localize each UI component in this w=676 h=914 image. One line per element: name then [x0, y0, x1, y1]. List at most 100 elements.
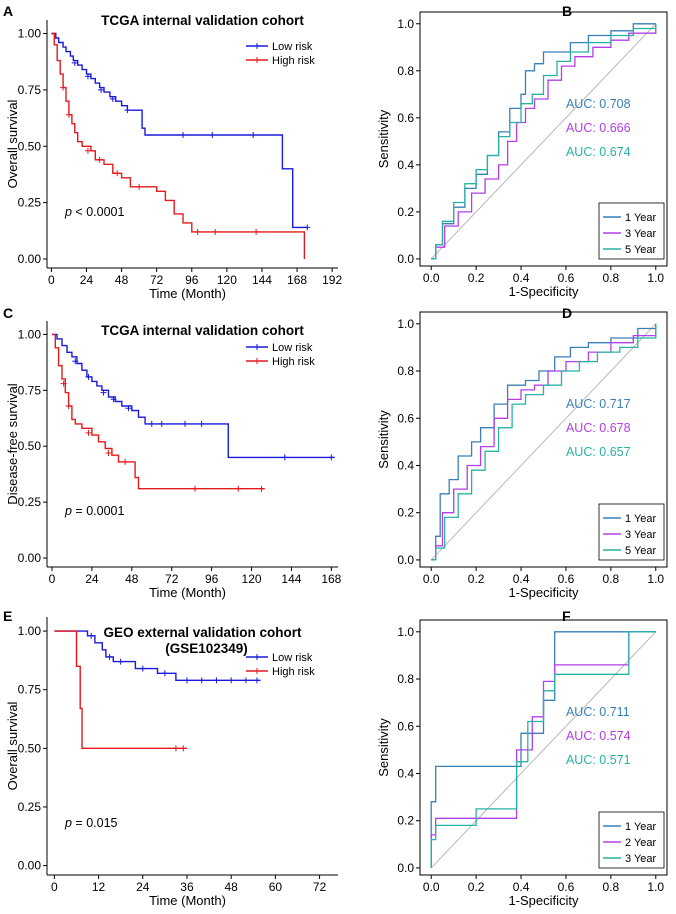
- p-value-text: p = 0.015: [64, 816, 118, 830]
- y-tick-label: 1.0: [397, 317, 414, 331]
- reference-diagonal: [430, 23, 657, 260]
- p-value: < 0.0001: [72, 205, 125, 219]
- x-tick-label: 72: [313, 880, 327, 894]
- censor-mark: [85, 373, 92, 380]
- censor-mark: [253, 677, 260, 684]
- km-curve-high-risk: [51, 32, 306, 259]
- p-symbol: p: [64, 205, 72, 219]
- x-tick-label: 0.8: [603, 880, 620, 894]
- y-tick-label: 0.6: [397, 411, 414, 425]
- censor-mark: [158, 420, 165, 427]
- roc-panel-f: F 0.0 0.2 0.4 0.6 0.8 1.0 0.0 0.2 0.4 0.6 0.8 1.0 1-S…: [376, 608, 668, 908]
- y-tick-label: 0.0: [397, 252, 414, 266]
- x-tick-label: 72: [150, 273, 164, 287]
- x-axis-label: Time (Month): [149, 585, 226, 600]
- legend-label: 5 Year: [625, 545, 657, 557]
- y-tick-label: 0.2: [397, 506, 414, 520]
- x-tick-label: 0.4: [513, 880, 530, 894]
- x-tick-label: 0: [49, 572, 56, 586]
- censor-mark: [250, 131, 257, 138]
- x-tick-label: 120: [217, 273, 237, 287]
- plot-frame: [419, 619, 668, 876]
- y-tick-label: 0.4: [397, 766, 414, 780]
- km-panel-a: A TCGA internal validation cohort 0.00 0.25…: [3, 3, 342, 301]
- y-tick-label: 0.25: [18, 196, 42, 210]
- y-tick-label: 0.2: [397, 205, 414, 219]
- auc-label: AUC: 0.674: [566, 145, 631, 159]
- censor-mark: [136, 183, 143, 190]
- y-tick-label: 1.00: [18, 27, 42, 41]
- x-tick-label: 24: [85, 572, 99, 586]
- censor-mark: [194, 228, 201, 235]
- y-axis-label: Sensitivity: [376, 410, 391, 469]
- roc-panel-d: D 0.0 0.2 0.4 0.6 0.8 1.0 0.0 0.2 0.4 0.6 0.8 1.0 1-S…: [376, 305, 668, 600]
- censor-mark: [213, 677, 220, 684]
- censor-mark: [106, 653, 113, 660]
- censor-mark: [228, 677, 235, 684]
- y-tick-label: 0.75: [18, 83, 42, 97]
- x-tick-label: 0: [51, 880, 58, 894]
- y-tick-label: 0.00: [18, 551, 42, 565]
- x-tick-label: 0.6: [558, 572, 575, 586]
- x-tick-label: 24: [80, 273, 94, 287]
- censor-mark: [98, 86, 105, 93]
- legend-label: Low risk: [272, 652, 313, 664]
- x-tick-label: 0.2: [468, 271, 485, 285]
- censor-mark: [109, 95, 116, 102]
- y-tick-label: 0.6: [397, 111, 414, 125]
- roc-curve-2: [431, 23, 657, 260]
- y-tick-label: 0.25: [18, 800, 42, 814]
- legend-label: Low risk: [272, 41, 313, 53]
- censor-mark: [84, 73, 91, 80]
- roc-curve-3: [430, 631, 656, 868]
- x-tick-label: 36: [180, 880, 194, 894]
- plot-frame: [419, 311, 668, 568]
- censor-mark: [328, 454, 335, 461]
- legend-label: 1 Year: [625, 821, 657, 833]
- x-tick-label: 168: [287, 273, 307, 287]
- legend-label: 3 Year: [625, 228, 657, 240]
- x-tick-label: 0.0: [423, 880, 440, 894]
- censor-mark: [242, 677, 249, 684]
- censor-mark: [100, 389, 107, 396]
- roc-curve-1: [431, 323, 657, 561]
- roc-panel-b: B 0.0 0.2 0.4 0.6 0.8 1.0 0.0 0.2 0.4 0.6 0.8 1.0 1-S…: [376, 3, 668, 299]
- legend-label: 1 Year: [625, 513, 657, 525]
- legend-label: High risk: [272, 666, 315, 678]
- plot-frame: [419, 11, 668, 267]
- censor-mark: [84, 147, 91, 154]
- x-tick-label: 60: [269, 880, 283, 894]
- auc-label: AUC: 0.678: [566, 421, 631, 435]
- censor-mark: [110, 396, 117, 403]
- auc-label: AUC: 0.574: [566, 729, 631, 743]
- y-tick-label: 0.75: [18, 383, 42, 397]
- x-axis-label: 1-Specificity: [508, 284, 579, 299]
- legend-label: 3 Year: [625, 853, 657, 865]
- censor-mark: [60, 84, 67, 91]
- auc-label: AUC: 0.711: [566, 705, 630, 719]
- reference-diagonal: [430, 323, 657, 561]
- y-tick-label: 0.0: [397, 553, 414, 567]
- censor-mark: [139, 665, 146, 672]
- censor-mark: [253, 228, 260, 235]
- censor-mark: [179, 131, 186, 138]
- y-tick-label: 0.4: [397, 158, 414, 172]
- censor-mark: [125, 405, 132, 412]
- y-tick-label: 0.00: [18, 859, 42, 873]
- censor-mark: [182, 420, 189, 427]
- y-tick-label: 0.0: [397, 861, 414, 875]
- auc-label: AUC: 0.708: [566, 97, 631, 111]
- x-tick-label: 24: [136, 880, 150, 894]
- censor-mark: [198, 420, 205, 427]
- x-tick-label: 48: [115, 273, 129, 287]
- censor-mark: [304, 224, 311, 231]
- y-tick-label: 0.25: [18, 495, 42, 509]
- legend-label: 2 Year: [625, 837, 657, 849]
- y-axis-label: Sensitivity: [376, 718, 391, 777]
- auc-label: AUC: 0.666: [566, 121, 631, 135]
- p-value: = 0.0001: [72, 504, 125, 518]
- p-symbol: p: [64, 816, 72, 830]
- x-tick-label: 1.0: [647, 572, 664, 586]
- x-tick-label: 12: [92, 880, 106, 894]
- panel-label: A: [3, 3, 13, 19]
